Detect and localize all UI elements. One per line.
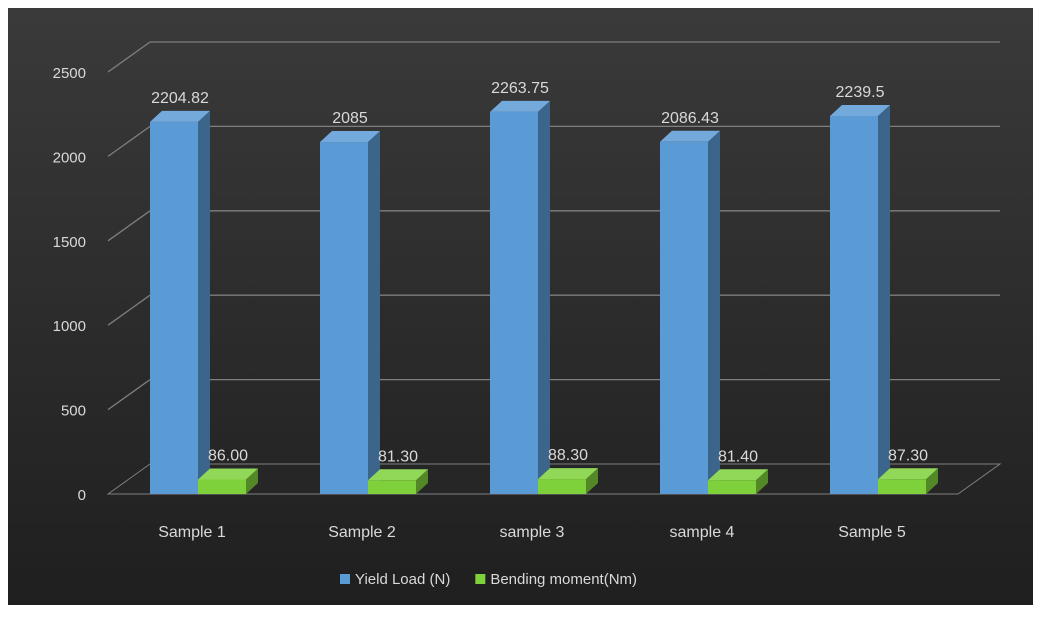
bar-top: [660, 130, 720, 142]
bar-front: [490, 111, 538, 494]
bar-side: [756, 469, 768, 494]
bar-top: [830, 104, 890, 116]
bar-front: [708, 480, 756, 494]
bar-side: [416, 469, 428, 494]
data-labels: 2204.82 86.00 2085 81.30 2263.75 88.30 2086.43…: [151, 80, 928, 465]
bar-side: [246, 468, 258, 494]
legend: Yield Load (N) Bending moment(Nm): [340, 571, 637, 588]
bar-front: [150, 121, 198, 494]
bar-front: [368, 480, 416, 494]
bar-side: [926, 468, 938, 494]
bar-top: [490, 100, 550, 112]
bar-front: [660, 141, 708, 495]
x-tick-label: sample 4: [670, 524, 735, 541]
legend-item: Bending moment(Nm): [475, 571, 637, 588]
x-axis: Sample 1 Sample 2 sample 3 sample 4 Sample 5: [158, 524, 906, 541]
bar-bending-moment: [878, 468, 938, 494]
bar-top: [708, 469, 768, 481]
bar-front: [198, 479, 246, 494]
bar-top: [538, 468, 598, 480]
bar-front: [830, 115, 878, 494]
bar-bending-moment: [198, 468, 258, 494]
bar-yield-load: [150, 110, 210, 494]
bar-top: [198, 468, 258, 480]
bar-top: [150, 110, 210, 122]
y-axis: 0 500 1000 1500 2000 2500: [53, 65, 86, 504]
y-tick-label: 1500: [53, 234, 86, 251]
bar-bending-moment: [708, 469, 768, 494]
bar-front: [878, 479, 926, 494]
bar-top: [368, 469, 428, 481]
bar-yield-load: [830, 104, 890, 494]
bar-side: [198, 110, 210, 494]
data-label: 2085: [332, 110, 368, 127]
x-tick-label: sample 3: [500, 524, 565, 541]
data-label: 2086.43: [661, 110, 719, 127]
data-label: 81.40: [718, 448, 758, 465]
x-tick-label: Sample 2: [328, 524, 396, 541]
y-tick-label: 2500: [53, 65, 86, 82]
data-label: 2204.82: [151, 90, 209, 107]
legend-swatch: [475, 574, 486, 584]
bar-side: [708, 130, 720, 495]
bar-bending-moment: [368, 469, 428, 494]
legend-label: Bending moment(Nm): [490, 571, 637, 588]
y-tick-label: 1000: [53, 318, 86, 335]
bar-top: [320, 131, 380, 143]
gridline-side: [107, 294, 151, 326]
data-label: 88.30: [548, 447, 588, 464]
bar-side: [538, 100, 550, 494]
data-label: 87.30: [888, 447, 928, 464]
legend-label: Yield Load (N): [355, 571, 450, 588]
data-label: 2263.75: [491, 80, 549, 97]
gridline-side: [107, 125, 151, 157]
bar-yield-load: [660, 130, 720, 495]
bar-side: [878, 104, 890, 494]
data-label: 86.00: [208, 447, 248, 464]
bar-front: [320, 142, 368, 494]
bar-yield-load: [320, 131, 380, 494]
x-tick-label: Sample 1: [158, 524, 226, 541]
bar-yield-load: [490, 100, 550, 494]
bar-bending-moment: [538, 468, 598, 494]
gridline-side: [107, 210, 151, 242]
legend-swatch: [340, 574, 350, 584]
data-label: 81.30: [378, 448, 418, 465]
bars: [150, 100, 938, 495]
bar-side: [368, 131, 380, 494]
bar-front: [538, 479, 586, 494]
data-label: 2239.5: [836, 84, 885, 101]
bar-side: [586, 468, 598, 494]
gridline-side: [107, 379, 151, 411]
y-tick-label: 2000: [53, 149, 86, 166]
legend-item: Yield Load (N): [340, 571, 450, 588]
y-tick-label: 500: [61, 403, 86, 420]
bar-top: [878, 468, 938, 480]
y-tick-label: 0: [78, 487, 86, 504]
gridline-side: [107, 41, 151, 73]
x-tick-label: Sample 5: [838, 524, 906, 541]
